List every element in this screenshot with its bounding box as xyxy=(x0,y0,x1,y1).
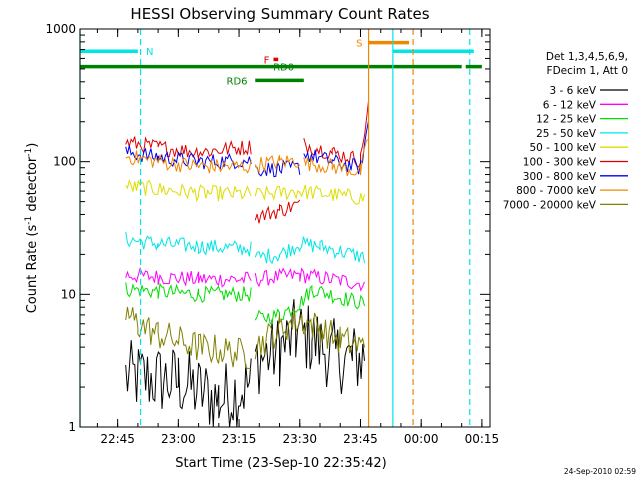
trace-6-2 xyxy=(303,120,370,175)
flag-label-1: S xyxy=(356,39,362,50)
flag-label-4: F xyxy=(264,55,270,66)
trace-3-1 xyxy=(254,236,365,265)
trace-0-0 xyxy=(125,340,252,428)
flag-label-3: RD6 xyxy=(227,76,248,87)
legend-label-6: 300 - 800 keV xyxy=(523,171,597,183)
trace-5-1 xyxy=(254,199,301,224)
legend-header-1: Det 1,3,4,5,6,9, xyxy=(546,51,628,63)
trace-7-2 xyxy=(303,138,369,177)
legend-label-5: 100 - 300 keV xyxy=(523,157,597,169)
legend-label-4: 50 - 100 keV xyxy=(529,142,596,154)
trace-8-1 xyxy=(254,308,365,360)
legend-header-2: FDecim 1, Att 0 xyxy=(547,65,628,77)
legend-label-7: 800 - 7000 keV xyxy=(516,185,597,197)
y-tick-label-0: 1 xyxy=(68,420,76,434)
x-tick-label-1: 23:00 xyxy=(161,432,196,446)
trace-5-0 xyxy=(125,136,252,160)
flags-layer: N S RD0 RD6 F xyxy=(80,39,482,87)
trace-5-2 xyxy=(303,100,370,168)
trace-0-1 xyxy=(254,299,365,395)
x-tick-label-6: 00:15 xyxy=(465,432,500,446)
x-tick-label-5: 00:00 xyxy=(404,432,439,446)
plot-frame xyxy=(79,28,491,428)
trace-4-0 xyxy=(125,178,252,203)
y-tick-label-3: 1000 xyxy=(45,22,76,36)
legend-label-0: 3 - 6 keV xyxy=(549,85,596,97)
y-tick-label-2: 100 xyxy=(53,155,76,169)
flag-label-2: RD0 xyxy=(273,63,294,74)
trace-4-1 xyxy=(254,184,365,205)
trace-7-0 xyxy=(125,150,252,174)
trace-1-0 xyxy=(125,266,252,288)
trace-6-1 xyxy=(255,159,301,178)
x-axis-label: Start Time (23-Sep-10 22:35:42) xyxy=(175,456,386,471)
footer-date: 24-Sep-2010 02:59 xyxy=(564,467,636,476)
trace-6-0 xyxy=(125,145,252,170)
x-tick-label-0: 22:45 xyxy=(100,432,135,446)
y-tick-label-1: 10 xyxy=(61,287,76,301)
trace-2-1 xyxy=(254,284,365,325)
y-axis: 1 10 100 1000 xyxy=(45,22,490,434)
legend-label-2: 12 - 25 keV xyxy=(536,114,597,126)
x-tick-label-3: 23:30 xyxy=(282,432,317,446)
x-tick-label-2: 23:15 xyxy=(222,432,257,446)
legend-label-1: 6 - 12 keV xyxy=(543,99,597,111)
trace-2-0 xyxy=(125,282,252,304)
trace-1-1 xyxy=(254,267,365,292)
legend-label-8: 7000 - 20000 keV xyxy=(503,199,597,211)
flag-label-0: N xyxy=(146,47,153,58)
x-tick-label-4: 23:45 xyxy=(343,432,378,446)
legend-items: 3 - 6 keV 6 - 12 keV 12 - 25 keV 25 - 50 ke… xyxy=(503,85,628,211)
traces-layer xyxy=(125,100,370,428)
legend-label-3: 25 - 50 keV xyxy=(536,128,597,140)
trace-7-1 xyxy=(254,155,301,174)
trace-3-0 xyxy=(125,231,252,257)
x-axis: 22:45 23:00 23:15 23:30 23:45 00:00 00:15 xyxy=(96,29,500,446)
trace-8-0 xyxy=(125,306,252,369)
y-axis-label: Count Rate (s-1 detector-1) xyxy=(24,143,40,314)
chart-title: HESSI Observing Summary Count Rates xyxy=(130,5,429,23)
legend: Det 1,3,4,5,6,9, FDecim 1, Att 0 3 - 6 k… xyxy=(503,51,628,211)
